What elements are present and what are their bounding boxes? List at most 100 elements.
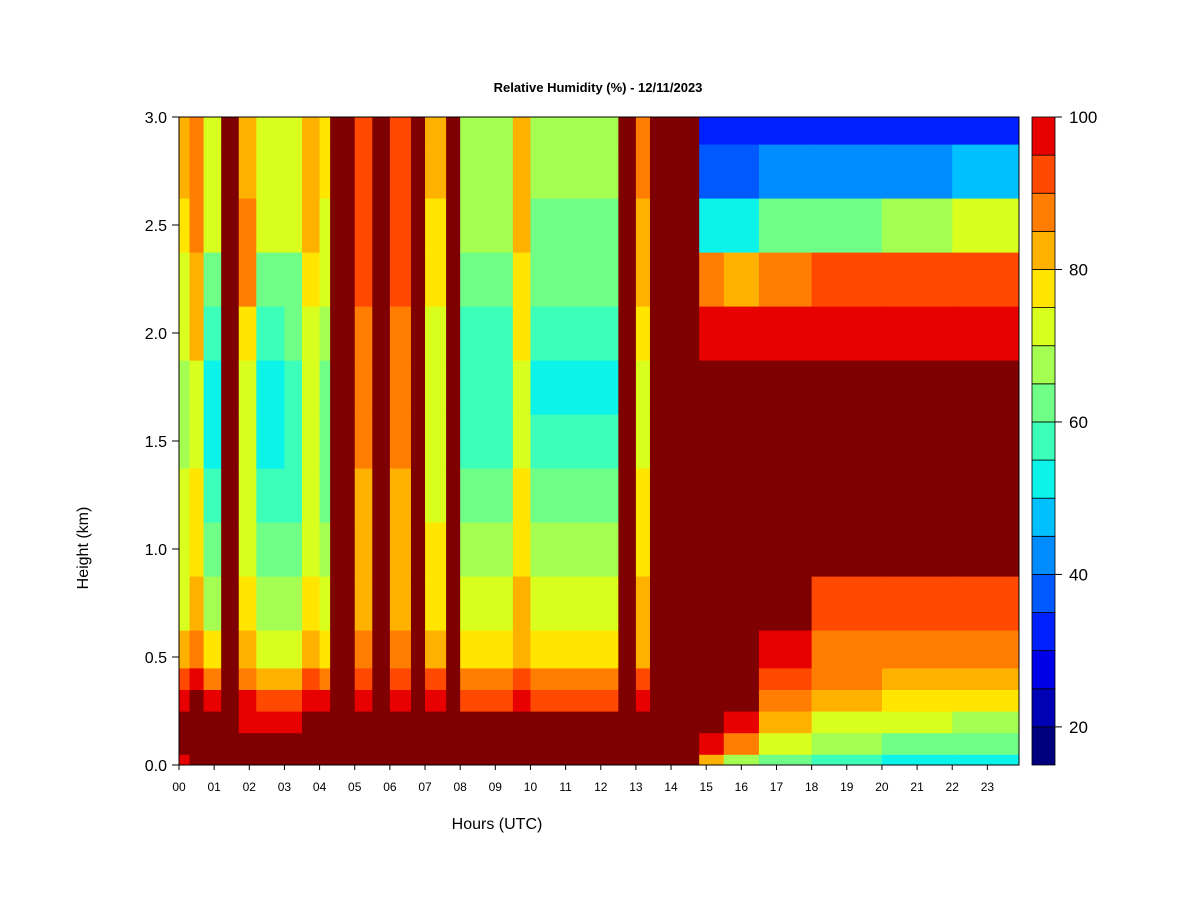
heatmap-cell xyxy=(699,522,725,577)
heatmap-cell xyxy=(203,144,222,199)
heatmap-cell xyxy=(221,689,240,712)
colorbar-swatch xyxy=(1031,192,1056,232)
heatmap-cell xyxy=(238,754,257,765)
heatmap-cell xyxy=(372,576,391,631)
heatmap-cell xyxy=(723,252,760,307)
heatmap-cell xyxy=(723,414,760,469)
heatmap-cell xyxy=(179,198,191,253)
heatmap-cell xyxy=(221,360,240,415)
heatmap-cell xyxy=(881,117,953,145)
heatmap-cell xyxy=(284,117,303,145)
heatmap-cell xyxy=(649,360,700,415)
heatmap-cell xyxy=(354,667,373,690)
heatmap-cell xyxy=(460,667,514,690)
heatmap-cell xyxy=(811,711,883,734)
heatmap-cell xyxy=(319,689,331,712)
heatmap-cell xyxy=(723,754,760,765)
heatmap-cell xyxy=(319,754,331,765)
heatmap-cell xyxy=(319,468,331,523)
heatmap-cell xyxy=(319,198,331,253)
heatmap-cell xyxy=(881,198,953,253)
x-tick-label: 13 xyxy=(629,780,643,794)
heatmap-cell xyxy=(649,252,700,307)
heatmap-cell xyxy=(238,667,257,690)
heatmap-cell xyxy=(256,754,286,765)
heatmap-cell xyxy=(618,306,637,361)
y-tick-label: 0.0 xyxy=(145,758,167,775)
heatmap-cell xyxy=(256,117,286,145)
heatmap-cell xyxy=(512,414,532,469)
heatmap-cell xyxy=(618,576,637,631)
heatmap-cell xyxy=(319,414,331,469)
heatmap-cell xyxy=(319,711,331,734)
x-tick-label: 00 xyxy=(172,780,186,794)
colorbar-swatch xyxy=(1031,269,1056,308)
heatmap-cell xyxy=(425,306,447,361)
heatmap-cell xyxy=(530,306,619,361)
heatmap-cell xyxy=(302,198,321,253)
heatmap-cell xyxy=(410,144,426,199)
heatmap-cell xyxy=(530,689,619,712)
colorbar-swatch xyxy=(1031,497,1056,537)
heatmap-cell xyxy=(512,711,532,734)
heatmap-cell xyxy=(446,360,461,415)
heatmap-cell xyxy=(354,630,373,669)
heatmap-cell xyxy=(284,630,303,669)
heatmap-cell xyxy=(530,144,619,199)
heatmap-cell xyxy=(649,468,700,523)
heatmap-cell xyxy=(330,198,356,253)
heatmap-cell xyxy=(649,198,700,253)
heatmap-cell xyxy=(952,689,1019,712)
heatmap-cell xyxy=(649,689,700,712)
heatmap-cell xyxy=(699,468,725,523)
heatmap-cell xyxy=(618,252,637,307)
heatmap-cell xyxy=(256,522,286,577)
heatmap-cell xyxy=(284,468,303,523)
x-tick-label: 09 xyxy=(489,780,503,794)
y-tick-label: 1.0 xyxy=(145,542,167,559)
heatmap-cell xyxy=(389,732,412,755)
heatmap-cell xyxy=(758,306,813,361)
heatmap-cell xyxy=(179,414,191,469)
heatmap-cell xyxy=(811,306,883,361)
heatmap-cell xyxy=(699,306,725,361)
x-tick-label: 11 xyxy=(559,780,572,794)
heatmap-cell xyxy=(284,667,303,690)
heatmap-cell xyxy=(221,576,240,631)
heatmap-cell xyxy=(758,667,813,690)
heatmap-cell xyxy=(256,414,286,469)
heatmap-cell xyxy=(410,630,426,669)
heatmap-cell xyxy=(530,468,619,523)
heatmap-cell xyxy=(319,576,331,631)
heatmap-cell xyxy=(649,732,700,755)
heatmap-cell xyxy=(256,689,286,712)
heatmap-cell xyxy=(330,689,356,712)
heatmap-cell xyxy=(811,360,883,415)
y-tick-label: 0.5 xyxy=(145,650,167,667)
heatmap-cell xyxy=(618,667,637,690)
heatmap-cell xyxy=(354,689,373,712)
heatmap-cell xyxy=(881,667,953,690)
heatmap-cell xyxy=(179,689,191,712)
heatmap-cell xyxy=(635,252,651,307)
heatmap-cell xyxy=(189,144,205,199)
heatmap-cell xyxy=(446,198,461,253)
heatmap-cell xyxy=(372,732,391,755)
heatmap-cell xyxy=(635,630,651,669)
heatmap-cell xyxy=(649,630,700,669)
heatmap-cell xyxy=(189,732,205,755)
heatmap-cell xyxy=(530,576,619,631)
heatmap-cell xyxy=(618,414,637,469)
heatmap-cell xyxy=(512,252,532,307)
heatmap-cell xyxy=(203,306,222,361)
heatmap-cell xyxy=(699,117,725,145)
heatmap-cell xyxy=(330,468,356,523)
heatmap-cell xyxy=(446,144,461,199)
heatmap-cell xyxy=(238,522,257,577)
heatmap-cell xyxy=(881,711,953,734)
heatmap-cell xyxy=(179,711,191,734)
heatmap-cell xyxy=(635,522,651,577)
heatmap-cell xyxy=(372,754,391,765)
heatmap-cell xyxy=(410,522,426,577)
heatmap-cell xyxy=(460,630,514,669)
